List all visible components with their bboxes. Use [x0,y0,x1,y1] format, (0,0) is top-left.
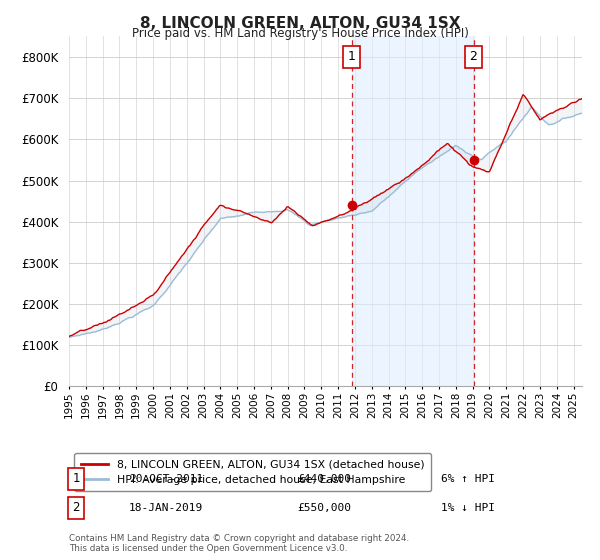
Text: 2: 2 [470,50,478,63]
Text: 18-JAN-2019: 18-JAN-2019 [129,503,203,513]
Text: £550,000: £550,000 [297,503,351,513]
Text: 6% ↑ HPI: 6% ↑ HPI [441,474,495,484]
Text: £440,000: £440,000 [297,474,351,484]
Text: 1: 1 [73,472,80,486]
Text: Contains HM Land Registry data © Crown copyright and database right 2024.
This d: Contains HM Land Registry data © Crown c… [69,534,409,553]
Text: 20-OCT-2011: 20-OCT-2011 [129,474,203,484]
Text: 8, LINCOLN GREEN, ALTON, GU34 1SX: 8, LINCOLN GREEN, ALTON, GU34 1SX [140,16,460,31]
Text: 1% ↓ HPI: 1% ↓ HPI [441,503,495,513]
Text: 2: 2 [73,501,80,515]
Bar [352,36,473,386]
Text: Price paid vs. HM Land Registry's House Price Index (HPI): Price paid vs. HM Land Registry's House … [131,27,469,40]
Text: 1: 1 [347,50,356,63]
Legend: 8, LINCOLN GREEN, ALTON, GU34 1SX (detached house), HPI: Average price, detached: 8, LINCOLN GREEN, ALTON, GU34 1SX (detac… [74,453,431,492]
